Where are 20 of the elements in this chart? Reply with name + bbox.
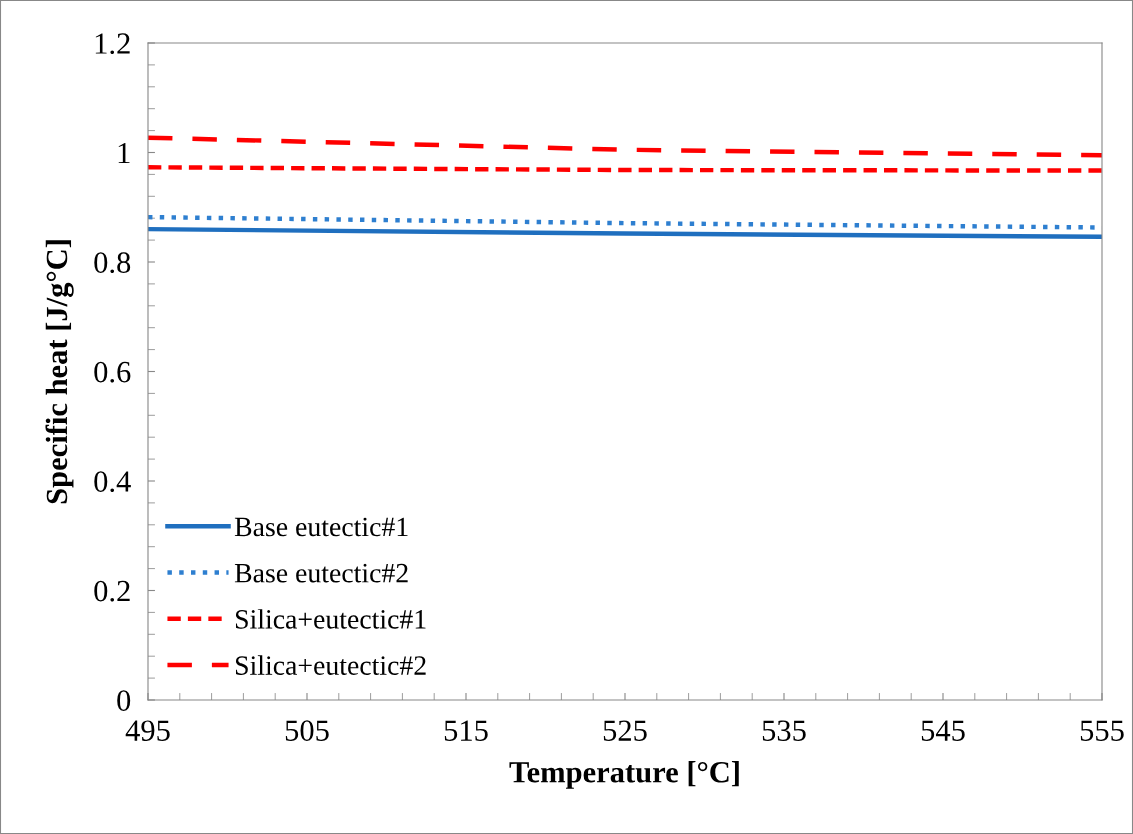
- x-tick-label: 525: [603, 720, 647, 741]
- y-tick-label: 0.8: [94, 252, 131, 274]
- legend-label: Silica+eutectic#1: [235, 609, 426, 629]
- legend-label: Base eutectic#2: [234, 563, 408, 583]
- y-tick-label: 0.2: [94, 580, 130, 602]
- y-axis-title: Specific heat [J/g°C]: [45, 240, 74, 504]
- legend-label: Base eutectic#1: [234, 517, 408, 537]
- legend-label: Silica+eutectic#2: [235, 655, 426, 675]
- y-tick-label: 0: [117, 690, 131, 711]
- x-tick-label: 555: [1080, 720, 1124, 741]
- x-tick-label: 515: [444, 720, 488, 741]
- x-tick-label: 505: [285, 720, 329, 741]
- y-tick-label: 0.6: [94, 361, 131, 383]
- x-axis-title: Temperature [°C]: [509, 761, 739, 789]
- y-tick-label: 1: [118, 142, 130, 164]
- x-tick-label: 545: [921, 720, 965, 741]
- x-tick-label: 535: [762, 720, 806, 741]
- x-tick-label: 495: [125, 720, 170, 741]
- y-tick-label: 1.2: [95, 33, 130, 55]
- y-tick-label: 0.4: [94, 471, 131, 493]
